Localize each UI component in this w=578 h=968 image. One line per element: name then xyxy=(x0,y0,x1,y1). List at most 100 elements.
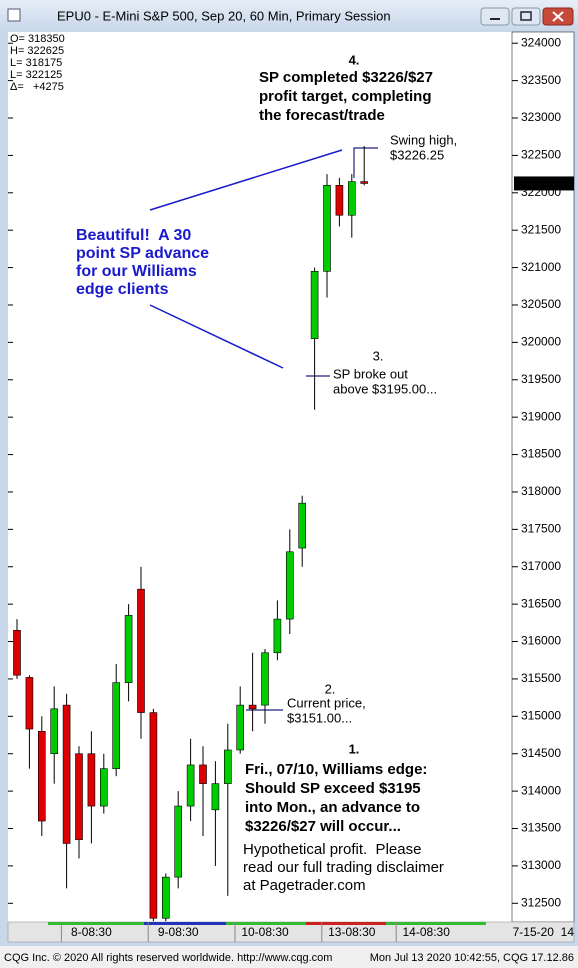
annotation-line: above $3195.00... xyxy=(333,381,437,396)
annotation-line: Swing high, xyxy=(390,132,457,147)
candle-body xyxy=(248,704,257,710)
y-tick-label: 316000 xyxy=(521,634,561,648)
pointer-line xyxy=(149,304,284,369)
axis-end-label: 7-15-20 14 xyxy=(513,925,575,939)
candle-body xyxy=(100,768,108,807)
y-tick-label: 324000 xyxy=(521,35,561,49)
candle-body xyxy=(112,682,120,769)
readout: H= 322625 xyxy=(10,45,64,57)
candle-body xyxy=(236,704,244,751)
candle-body xyxy=(273,618,282,654)
annotation-line: SP completed $3226/$27 xyxy=(259,69,433,86)
y-tick-label: 313500 xyxy=(521,821,561,835)
annotation-number: 3. xyxy=(373,348,384,363)
x-tick-label: 14-08:30 xyxy=(403,925,451,939)
candle-body xyxy=(75,753,83,841)
candle-body xyxy=(360,181,369,184)
x-tick-label: 10-08:30 xyxy=(241,925,289,939)
readout: L= 318175 xyxy=(10,57,62,69)
annotation-line: Hypothetical profit. Please xyxy=(243,841,421,858)
close-glyph xyxy=(552,11,564,22)
candle-body xyxy=(62,704,71,844)
candle-body xyxy=(149,712,158,919)
session-strip xyxy=(48,922,144,925)
y-tick-label: 313000 xyxy=(521,858,561,872)
y-tick-label: 322500 xyxy=(521,148,561,162)
candle-body xyxy=(174,805,182,878)
y-tick-label: 314000 xyxy=(521,783,561,797)
annotation-line: $3151.00... xyxy=(287,710,352,725)
y-tick-label: 323000 xyxy=(521,110,561,124)
annotation-line: read our full trading disclaimer xyxy=(243,859,444,876)
y-tick-label: 319000 xyxy=(521,409,561,423)
candle-body xyxy=(211,783,220,811)
x-tick-label: 9-08:30 xyxy=(158,925,199,939)
annotation-line: the forecast/trade xyxy=(259,107,385,124)
candle-body xyxy=(298,502,307,549)
y-tick-label: 321000 xyxy=(521,260,561,274)
maximize-glyph xyxy=(520,11,532,21)
candle-body xyxy=(199,764,207,784)
annotation-number: 4. xyxy=(349,52,360,67)
y-tick-label: 312500 xyxy=(521,895,561,909)
annotation-line: SP broke out xyxy=(333,366,408,381)
annotation-line: $3226/$27 will occur... xyxy=(245,818,401,835)
candle-body xyxy=(310,271,319,339)
annotation-line: Current price, xyxy=(287,695,366,710)
candle-body xyxy=(50,708,59,755)
status-right: Mon Jul 13 2020 10:42:55, CQG 17.12.86 xyxy=(370,952,574,964)
candle-body xyxy=(186,764,195,807)
candle-body xyxy=(224,749,232,784)
y-tick-label: 320500 xyxy=(521,297,561,311)
candle-body xyxy=(285,551,294,620)
y-tick-label: 321500 xyxy=(521,222,561,236)
annotation-line: edge clients xyxy=(76,281,169,298)
candle-body xyxy=(335,185,344,216)
pointer-line xyxy=(353,147,378,178)
readout: Δ= +4275 xyxy=(10,81,64,93)
candle-body xyxy=(37,730,46,822)
status-bar xyxy=(0,946,578,968)
pointer-line xyxy=(149,149,343,211)
annotation-line: point SP advance xyxy=(76,245,209,262)
candle-body xyxy=(162,876,170,919)
x-tick-label: 8-08:30 xyxy=(71,925,112,939)
session-strip xyxy=(306,922,386,925)
candle-body xyxy=(13,630,21,676)
last-price-box xyxy=(514,176,574,191)
y-tick-label: 316500 xyxy=(521,596,561,610)
readout: O= 318350 xyxy=(10,33,65,45)
candle-body xyxy=(261,652,269,706)
annotation-line: for our Williams xyxy=(76,263,197,280)
readout: L= 322125 xyxy=(10,69,62,81)
y-tick-label: 317000 xyxy=(521,559,561,573)
y-tick-label: 314500 xyxy=(521,746,561,760)
y-tick-label: 320000 xyxy=(521,335,561,349)
y-tick-label: 323500 xyxy=(521,73,561,87)
y-tick-label: 318000 xyxy=(521,484,561,498)
annotation-line: Should SP exceed $3195 xyxy=(245,780,421,797)
candle-body xyxy=(87,753,96,807)
annotation-line: into Mon., an advance to xyxy=(245,799,420,816)
minimize-button[interactable] xyxy=(480,7,510,26)
session-strip xyxy=(386,922,486,925)
candle-body xyxy=(124,615,133,683)
candle-body xyxy=(347,181,356,216)
window-title: EPU0 - E-Mini S&P 500, Sep 20, 60 Min, P… xyxy=(57,8,391,23)
y-tick-label: 315500 xyxy=(521,671,561,685)
annotation-line: Fri., 07/10, Williams edge: xyxy=(245,761,427,778)
status-left: CQG Inc. © 2020 All rights reserved worl… xyxy=(4,952,332,964)
last-price-label: 322125 xyxy=(518,176,558,190)
annotation-line: $3226.25 xyxy=(390,147,444,162)
annotation-number: 2. xyxy=(325,681,336,696)
candle-body xyxy=(25,677,34,730)
y-tick-label: 318500 xyxy=(521,447,561,461)
y-tick-label: 317500 xyxy=(521,522,561,536)
annotation-line: Beautiful! A 30 xyxy=(76,227,191,244)
candle-body xyxy=(137,588,145,713)
candle-body xyxy=(323,185,331,272)
maximize-button[interactable] xyxy=(511,7,541,26)
annotation-line: profit target, completing xyxy=(259,88,432,105)
window-icon xyxy=(7,8,21,22)
